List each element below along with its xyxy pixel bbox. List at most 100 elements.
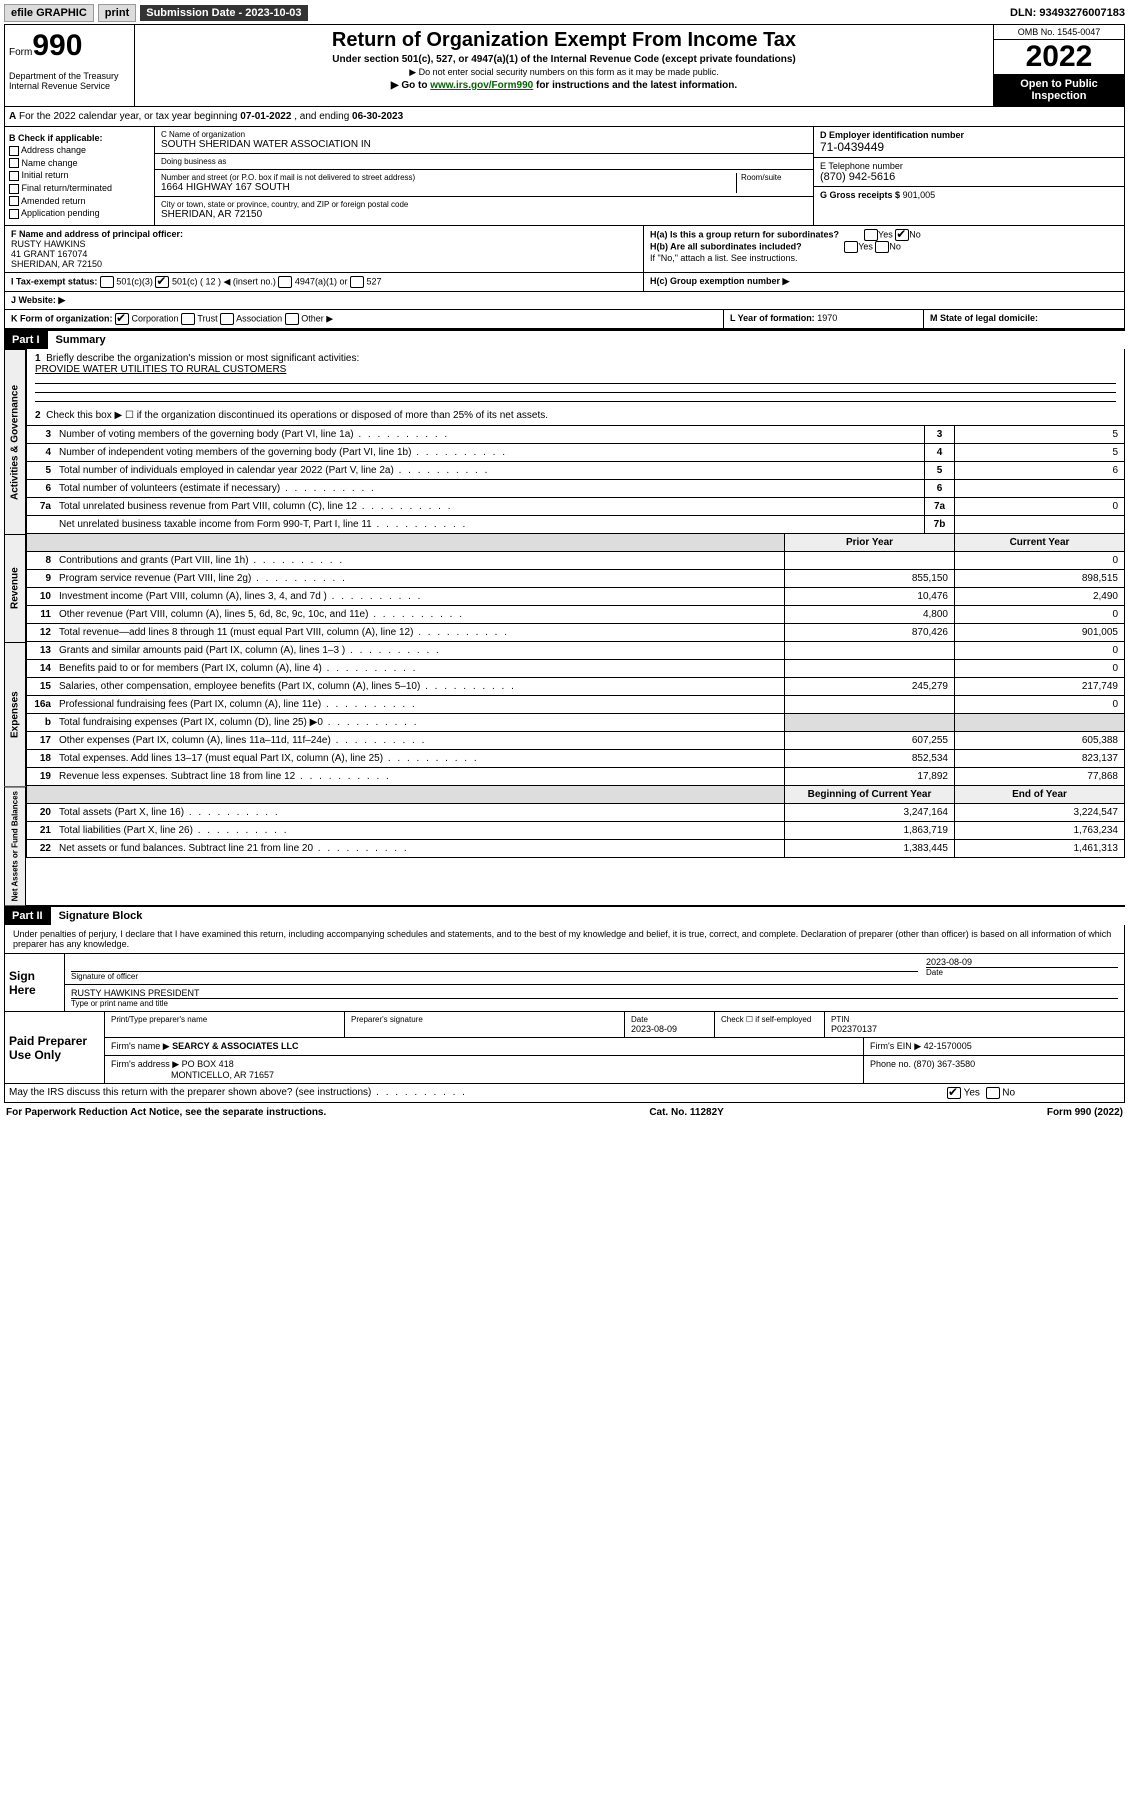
dln-label: DLN: 93493276007183 xyxy=(1010,7,1125,19)
amended-check[interactable] xyxy=(9,196,19,206)
final-return-check[interactable] xyxy=(9,184,19,194)
balances-label: Net Assets or Fund Balances xyxy=(4,786,26,905)
form-header: Form990 Department of the Treasury Inter… xyxy=(4,24,1125,107)
revenue-section: Revenue Prior Year Current Year 8Contrib… xyxy=(4,534,1125,642)
top-bar: efile GRAPHIC print Submission Date - 20… xyxy=(4,4,1125,22)
year-formation: 1970 xyxy=(817,313,837,323)
prior-value: 1,863,719 xyxy=(784,822,954,839)
omb-number: OMB No. 1545-0047 xyxy=(994,25,1124,40)
current-value xyxy=(954,714,1124,731)
bal-col-header: Beginning of Current Year End of Year xyxy=(26,786,1125,804)
app-pending-check[interactable] xyxy=(9,209,19,219)
assoc-check[interactable] xyxy=(220,313,234,325)
page-footer: For Paperwork Reduction Act Notice, see … xyxy=(4,1103,1125,1122)
ha-no[interactable] xyxy=(895,229,909,241)
trust-check[interactable] xyxy=(181,313,195,325)
gov-line: 4Number of independent voting members of… xyxy=(26,444,1125,462)
data-line: 15Salaries, other compensation, employee… xyxy=(26,678,1125,696)
data-line: bTotal fundraising expenses (Part IX, co… xyxy=(26,714,1125,732)
data-line: 17Other expenses (Part IX, column (A), l… xyxy=(26,732,1125,750)
gov-line: 5Total number of individuals employed in… xyxy=(26,462,1125,480)
data-line: 21Total liabilities (Part X, line 26)1,8… xyxy=(26,822,1125,840)
submission-date: Submission Date - 2023-10-03 xyxy=(140,5,307,21)
current-value: 901,005 xyxy=(954,624,1124,641)
firm-phone: (870) 367-3580 xyxy=(914,1059,976,1069)
data-line: 10Investment income (Part VIII, column (… xyxy=(26,588,1125,606)
data-line: 22Net assets or fund balances. Subtract … xyxy=(26,840,1125,858)
prior-value: 1,383,445 xyxy=(784,840,954,857)
current-value: 1,763,234 xyxy=(954,822,1124,839)
paid-preparer: Paid Preparer Use Only Print/Type prepar… xyxy=(4,1012,1125,1084)
officer-signed: RUSTY HAWKINS PRESIDENT xyxy=(71,988,1118,998)
ptin: P02370137 xyxy=(831,1024,877,1034)
officer-name: RUSTY HAWKINS xyxy=(11,239,86,249)
org-name: SOUTH SHERIDAN WATER ASSOCIATION IN xyxy=(161,139,371,150)
current-value: 0 xyxy=(954,606,1124,623)
telephone: (870) 942-5616 xyxy=(820,171,895,183)
gov-line: Net unrelated business taxable income fr… xyxy=(26,516,1125,534)
discuss-row: May the IRS discuss this return with the… xyxy=(4,1084,1125,1103)
firm-addr: PO BOX 418 xyxy=(182,1059,234,1069)
expenses-label: Expenses xyxy=(4,642,26,786)
prior-value: 3,247,164 xyxy=(784,804,954,821)
hb-no[interactable] xyxy=(875,241,889,253)
527-check[interactable] xyxy=(350,276,364,288)
501c3-check[interactable] xyxy=(100,276,114,288)
print-button[interactable]: print xyxy=(98,4,136,22)
part1-header: Part I Summary xyxy=(4,329,1125,349)
current-value: 0 xyxy=(954,696,1124,713)
discuss-no[interactable] xyxy=(986,1087,1000,1099)
4947-check[interactable] xyxy=(278,276,292,288)
current-value: 0 xyxy=(954,660,1124,677)
corp-check[interactable] xyxy=(115,313,129,325)
row-j: J Website: ▶ xyxy=(4,292,1125,310)
department: Department of the Treasury Internal Reve… xyxy=(9,63,130,91)
prior-value: 855,150 xyxy=(784,570,954,587)
prior-value: 607,255 xyxy=(784,732,954,749)
period-row: A For the 2022 calendar year, or tax yea… xyxy=(4,107,1125,127)
sign-here: Sign Here Signature of officer 2023-08-0… xyxy=(4,954,1125,1012)
revenue-label: Revenue xyxy=(4,534,26,642)
hb-yes[interactable] xyxy=(844,241,858,253)
form-subtitle: Under section 501(c), 527, or 4947(a)(1)… xyxy=(139,54,989,65)
gov-value: 5 xyxy=(954,444,1124,461)
data-line: 12Total revenue—add lines 8 through 11 (… xyxy=(26,624,1125,642)
box-c: C Name of organization SOUTH SHERIDAN WA… xyxy=(155,127,814,225)
current-value: 898,515 xyxy=(954,570,1124,587)
gov-value: 5 xyxy=(954,426,1124,443)
gov-value xyxy=(954,516,1124,533)
discuss-yes[interactable] xyxy=(947,1087,961,1099)
addr-change-check[interactable] xyxy=(9,146,19,156)
part2-header: Part II Signature Block xyxy=(4,905,1125,925)
prior-value: 4,800 xyxy=(784,606,954,623)
prior-value xyxy=(784,696,954,713)
form-title: Return of Organization Exempt From Incom… xyxy=(139,29,989,52)
ha-yes[interactable] xyxy=(864,229,878,241)
prior-value: 245,279 xyxy=(784,678,954,695)
gov-value: 6 xyxy=(954,462,1124,479)
initial-return-check[interactable] xyxy=(9,171,19,181)
data-line: 19Revenue less expenses. Subtract line 1… xyxy=(26,768,1125,786)
ein: 71-0439449 xyxy=(820,140,884,154)
entity-info: B Check if applicable: Address change Na… xyxy=(4,127,1125,226)
prior-value: 870,426 xyxy=(784,624,954,641)
org-address: 1664 HIGHWAY 167 SOUTH xyxy=(161,182,290,193)
other-check[interactable] xyxy=(285,313,299,325)
data-line: 8Contributions and grants (Part VIII, li… xyxy=(26,552,1125,570)
current-value: 2,490 xyxy=(954,588,1124,605)
current-value: 77,868 xyxy=(954,768,1124,785)
row-fh: F Name and address of principal officer:… xyxy=(4,226,1125,273)
rev-col-header: Prior Year Current Year xyxy=(26,534,1125,552)
irs-link[interactable]: www.irs.gov/Form990 xyxy=(430,80,533,91)
gov-value xyxy=(954,480,1124,497)
row-klm: K Form of organization: Corporation Trus… xyxy=(4,310,1125,329)
gross-receipts: 901,005 xyxy=(903,190,936,200)
mission-text: PROVIDE WATER UTILITIES TO RURAL CUSTOME… xyxy=(35,364,286,375)
prior-value xyxy=(784,714,954,731)
501c-check[interactable] xyxy=(155,276,169,288)
current-value: 0 xyxy=(954,642,1124,659)
inspection-badge: Open to Public Inspection xyxy=(994,74,1124,106)
name-change-check[interactable] xyxy=(9,158,19,168)
form-label: Form xyxy=(9,47,32,58)
declaration: Under penalties of perjury, I declare th… xyxy=(4,925,1125,954)
